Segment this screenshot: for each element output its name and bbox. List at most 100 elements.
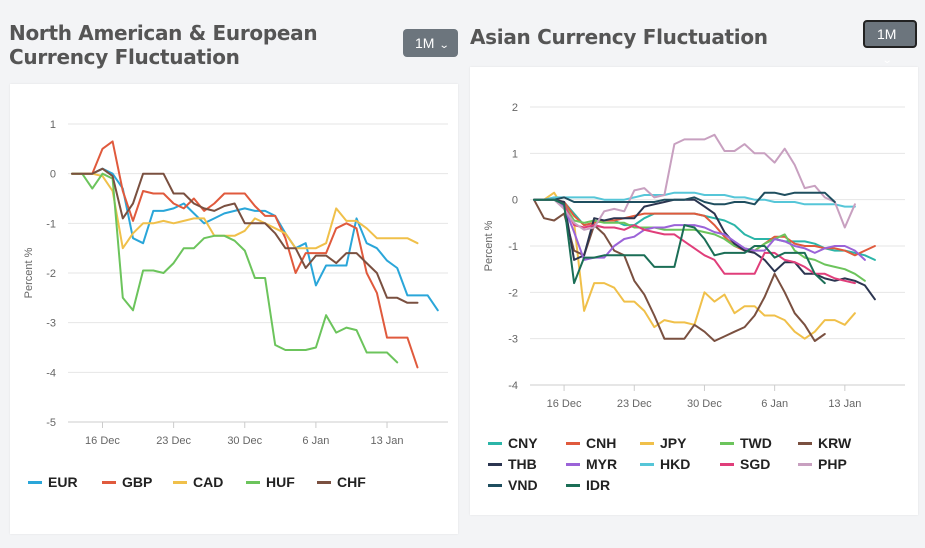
legend-label: CNY [508,435,538,451]
legend-label: CAD [193,474,224,490]
legend-item-krw[interactable]: KRW [798,435,851,451]
y-axis-label: Percent % [23,247,35,298]
x-tick-label: 6 Jan [302,435,329,447]
legend-swatch [798,441,812,445]
legend-label: HUF [266,474,295,490]
series-line-myr [533,198,866,261]
x-tick-label: 16 Dec [547,398,582,410]
series-line-cad [71,172,419,250]
series-line-twd [533,198,866,282]
y-tick-label: 2 [512,102,518,114]
legend-swatch [640,441,654,445]
series-line-cnh [533,198,876,257]
left-chart: 1 0 -1 -2 -3 -4 -5 16 Dec 23 Dec 30 Dec 6 Jan 13 Ja… [23,119,448,447]
y-tick-label: 0 [512,195,518,207]
legend-swatch [28,480,42,484]
right-range-select[interactable]: 1M ⌄ [863,20,917,66]
legend-item-twd[interactable]: TWD [720,435,772,451]
x-tick-label: 16 Dec [85,435,120,447]
legend-item-gbp[interactable]: GBP [102,474,152,490]
legend-swatch [720,462,734,466]
legend-label: THB [508,456,537,472]
series-line-chf [71,167,419,304]
legend-label: CNH [586,435,617,451]
y-tick-label: -2 [508,287,518,299]
legend-label: SGD [740,456,771,472]
legend-swatch [488,462,502,466]
legend-item-idr[interactable]: IDR [566,477,610,493]
legend-label: GBP [122,474,153,490]
left-chart-title: North American & European Currency Fluct… [9,21,318,69]
series-line-hkd [533,191,856,208]
series-line-vnd [533,191,836,206]
x-tick-label: 13 Jan [371,435,404,447]
left-range-value: 1M [415,35,435,51]
legend-item-eur[interactable]: EUR [28,474,78,490]
legend-item-vnd[interactable]: VND [488,477,538,493]
x-tick-label: 6 Jan [761,398,788,410]
series-line-eur [71,167,439,312]
legend-item-sgd[interactable]: SGD [720,456,770,472]
y-tick-label: -3 [508,334,518,346]
legend-swatch [173,480,187,484]
series-line-gbp [71,140,419,369]
y-tick-label: -3 [46,318,56,330]
series-line-idr [533,198,826,285]
right-chart-card: 2 1 0 -1 -2 -3 -4 16 Dec 23 Dec 30 Dec 6 Jan 13 Jan… [470,67,918,515]
legend-label: HKD [660,456,691,472]
chevron-down-icon: ⌄ [881,55,893,66]
legend-swatch [566,441,580,445]
legend-item-thb[interactable]: THB [488,456,537,472]
x-tick-label: 13 Jan [828,398,861,410]
legend-label: EUR [48,474,78,490]
legend-item-cad[interactable]: CAD [173,474,223,490]
legend-item-chf[interactable]: CHF [317,474,366,490]
series-line-huf [71,172,399,364]
legend-swatch [566,483,580,487]
legend-swatch [798,462,812,466]
legend-swatch [720,441,734,445]
right-chart-title: Asian Currency Fluctuation [470,25,768,49]
y-tick-label: -1 [46,218,56,230]
y-tick-label: -4 [46,367,56,379]
x-tick-label: 23 Dec [617,398,652,410]
legend-item-cnh[interactable]: CNH [566,435,616,451]
x-tick-label: 30 Dec [687,398,722,410]
x-tick-label: 23 Dec [156,435,191,447]
legend-label: TWD [740,435,772,451]
chevron-down-icon: ⌄ [439,40,451,51]
y-tick-label: -5 [46,417,56,429]
legend-label: VND [508,477,538,493]
legend-swatch [102,480,116,484]
legend-item-jpy[interactable]: JPY [640,435,686,451]
legend-item-hkd[interactable]: HKD [640,456,690,472]
y-tick-label: 1 [512,148,518,160]
legend-label: MYR [586,456,618,472]
right-chart: 2 1 0 -1 -2 -3 -4 16 Dec 23 Dec 30 Dec 6 Jan 13 Jan… [483,102,905,410]
y-tick-label: -2 [46,268,56,280]
y-tick-label: 1 [50,119,56,131]
legend-label: KRW [818,435,852,451]
series-line-php [533,133,856,231]
legend-label: CHF [337,474,366,490]
left-range-select[interactable]: 1M ⌄ [403,29,458,57]
legend-label: JPY [660,435,687,451]
legend-item-php[interactable]: PHP [798,456,847,472]
legend-swatch [640,462,654,466]
legend-swatch [488,483,502,487]
y-axis-label: Percent % [483,220,495,271]
legend-label: PHP [818,456,847,472]
legend-swatch [317,480,331,484]
legend-swatch [488,441,502,445]
y-tick-label: -1 [508,241,518,253]
legend-item-cny[interactable]: CNY [488,435,538,451]
legend-label: IDR [586,477,611,493]
series-line-sgd [533,198,856,285]
legend-swatch [246,480,260,484]
legend-swatch [566,462,580,466]
left-chart-card: 1 0 -1 -2 -3 -4 -5 16 Dec 23 Dec 30 Dec 6 Jan 13 Ja… [10,84,458,534]
legend-item-huf[interactable]: HUF [246,474,295,490]
x-tick-label: 30 Dec [227,435,262,447]
legend-item-myr[interactable]: MYR [566,456,617,472]
y-tick-label: 0 [50,169,56,181]
